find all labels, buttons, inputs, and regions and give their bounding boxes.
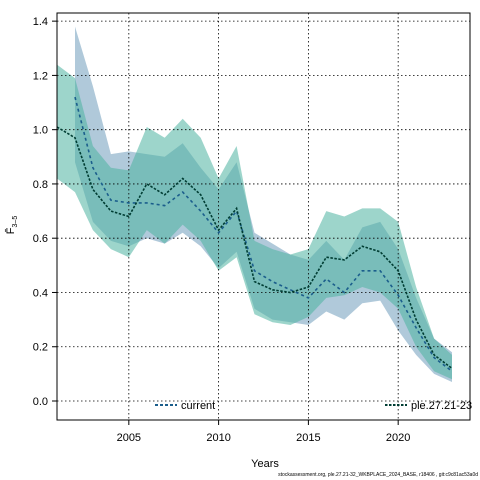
x-tick-label-2020: 2020	[386, 432, 410, 444]
y-tick-label-3: 0.6	[33, 233, 48, 245]
y-axis-label: F̄3–5	[4, 216, 19, 235]
series-line-1	[74, 96, 453, 372]
legend: current ple.27.21-23	[155, 400, 472, 412]
legend-label-1: current	[181, 400, 215, 412]
y-tick-label-7: 1.4	[33, 16, 48, 28]
y-tick-label-2: 0.4	[33, 287, 48, 299]
y-tick-label-4: 0.8	[33, 179, 48, 191]
series-line-2	[56, 126, 453, 370]
series-lines	[56, 96, 453, 372]
plot-frame	[56, 12, 471, 421]
x-tick-label-2015: 2015	[296, 432, 320, 444]
x-tick-label-2005: 2005	[117, 432, 141, 444]
legend-label-2: ple.27.21-23	[411, 400, 472, 412]
x-axis-label: Years	[251, 458, 279, 470]
confidence-band-1	[75, 26, 452, 382]
grid-lines	[57, 13, 470, 420]
y-axis-label-main: F̄	[4, 227, 17, 234]
y-tick-label-6: 1.2	[33, 70, 48, 82]
y-axis: 0.0 0.2 0.4 0.6 0.8 1.0 1.2 1.4	[33, 16, 57, 408]
y-axis-label-sub: 3–5	[12, 216, 19, 228]
x-axis: 2005 2010 2015 2020	[117, 420, 410, 444]
y-tick-label-0: 0.0	[33, 396, 48, 408]
y-tick-label-5: 1.0	[33, 125, 48, 137]
y-tick-label-1: 0.2	[33, 342, 48, 354]
svg-text:F̄3–5: F̄3–5	[4, 216, 19, 235]
confidence-band-2	[57, 64, 452, 380]
footer-credit: stockassessment.org, ple.27.21-32_WKBPLA…	[278, 472, 478, 478]
x-tick-label-2010: 2010	[206, 432, 230, 444]
confidence-bands	[57, 26, 452, 382]
